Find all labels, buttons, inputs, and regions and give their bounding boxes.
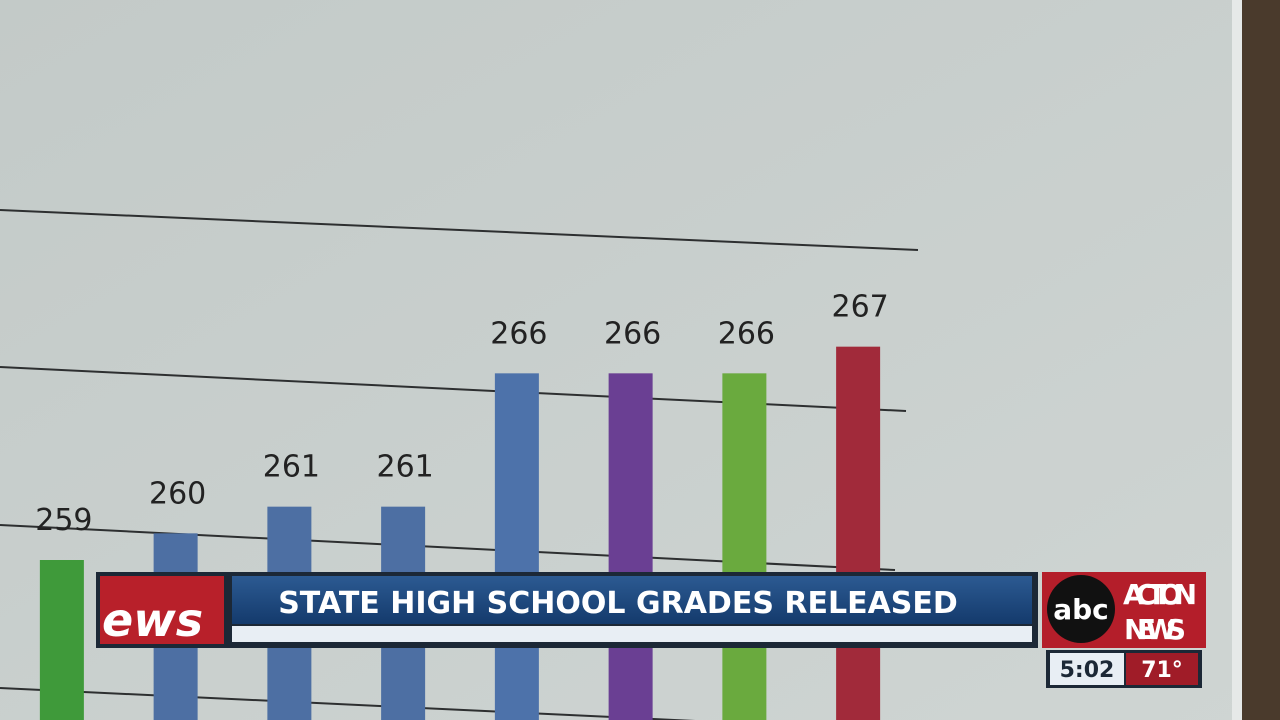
time-box	[1050, 653, 1124, 685]
data-label: 266	[490, 316, 547, 351]
grid-line	[0, 209, 919, 251]
bar	[494, 373, 539, 720]
screen-bezel	[1232, 0, 1242, 720]
station-name: ACTION	[1123, 578, 1197, 611]
bar	[722, 373, 767, 720]
headline-bar	[232, 576, 1032, 624]
data-label: 261	[263, 450, 320, 485]
data-label: 260	[149, 476, 206, 511]
data-label: 266	[604, 316, 661, 351]
time: 5:02	[1060, 658, 1115, 683]
headline: STATE HIGH SCHOOL GRADES RELEASED	[278, 586, 958, 621]
station-name: NEWS	[1124, 613, 1186, 646]
grid-line	[0, 687, 696, 720]
bar	[836, 346, 881, 720]
bar	[608, 373, 653, 720]
station-bug: abc ACTION NEWS 5:02 71°	[1042, 572, 1206, 688]
abc-circle	[1047, 575, 1115, 643]
data-label: 261	[376, 450, 433, 485]
bar	[39, 560, 84, 720]
data-label: 259	[35, 503, 92, 538]
ticker-strip	[232, 626, 1032, 642]
logo-box	[100, 576, 224, 644]
temperature: 71°	[1141, 658, 1183, 683]
data-label: 266	[718, 316, 775, 351]
bars: 259 260 261 261 266 266 266 267	[35, 290, 889, 720]
temp-box	[1126, 653, 1198, 685]
data-label: 267	[831, 290, 888, 325]
lower-third: ews STATE HIGH SCHOOL GRADES RELEASED	[96, 572, 1038, 648]
logo-text: ews	[102, 593, 203, 647]
frame-edge	[1240, 0, 1280, 720]
network-logo: abc	[1053, 593, 1109, 626]
